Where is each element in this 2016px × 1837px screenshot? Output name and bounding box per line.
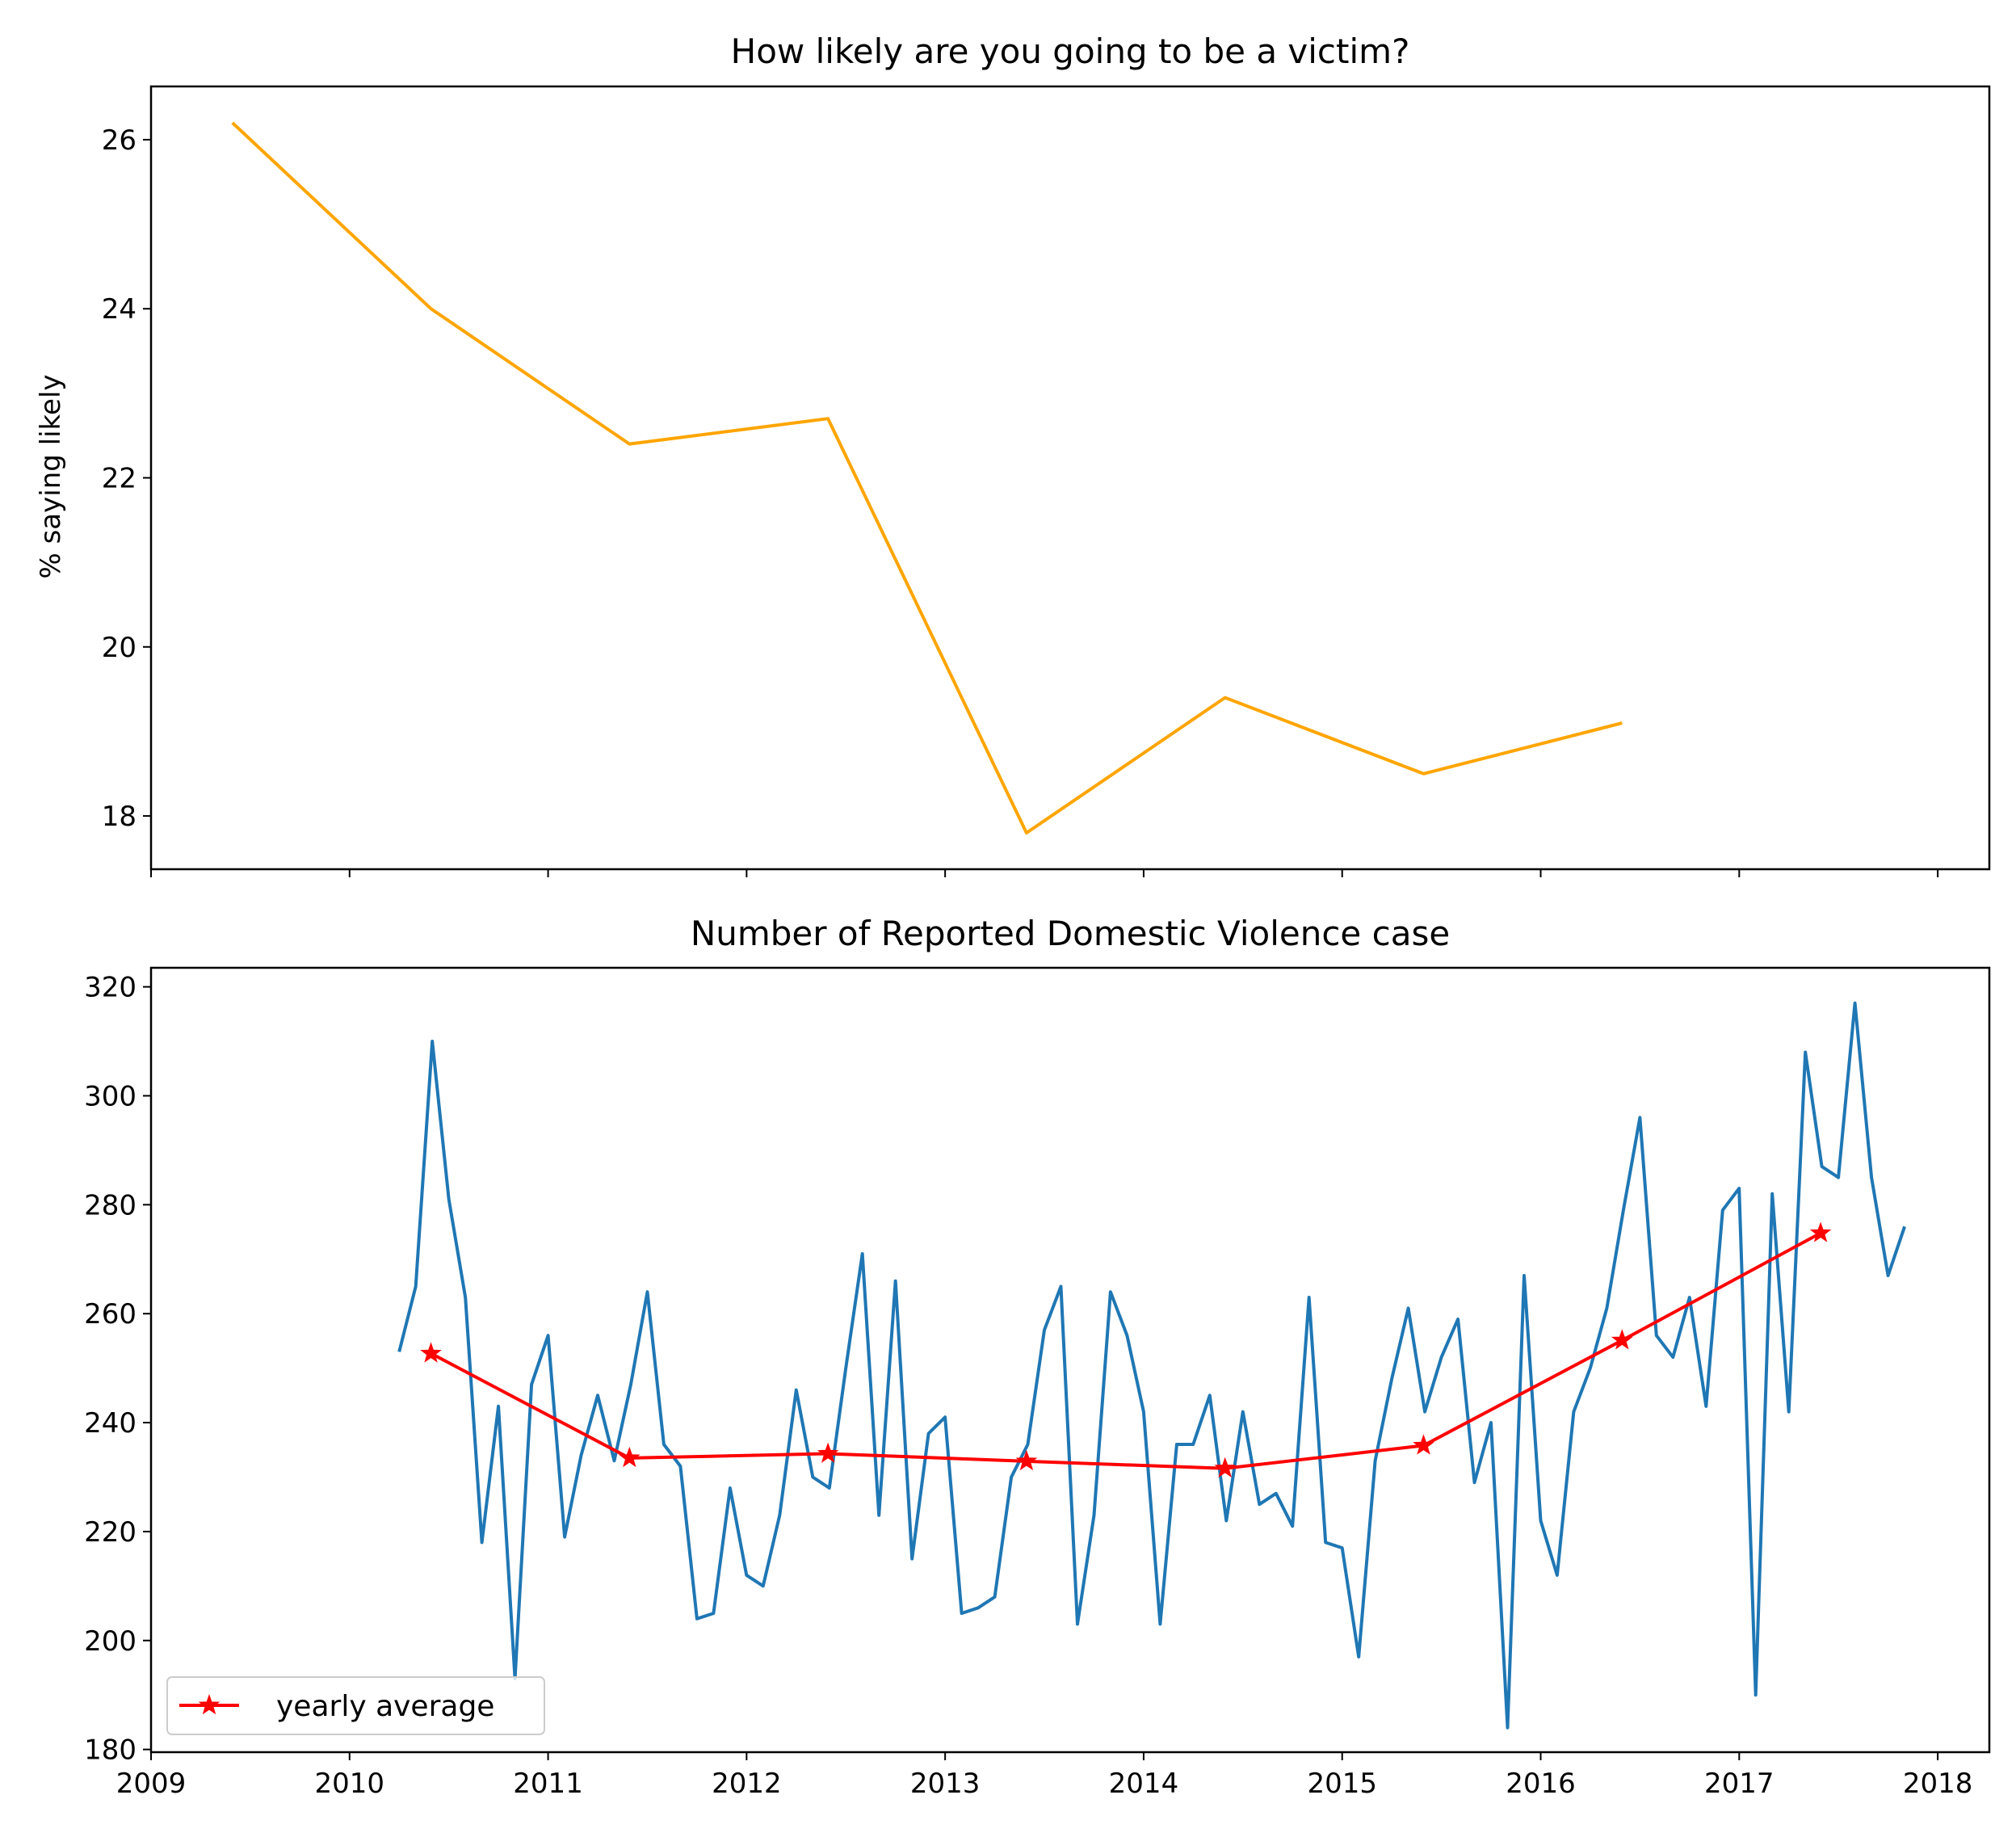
bottom-x-tick-label: 2010 (315, 1768, 385, 1800)
top-series-line-0 (231, 121, 1623, 834)
top-chart-title: How likely are you going to be a victim? (731, 32, 1410, 71)
top-chart: How likely are you going to be a victim?… (35, 32, 1991, 877)
bottom-y-tick-label: 300 (84, 1080, 136, 1112)
bottom-x-tick-label: 2015 (1307, 1768, 1377, 1800)
bottom-series-group (397, 1001, 1906, 1730)
top-y-tick-label: 24 (102, 293, 136, 326)
top-series-group (231, 121, 1623, 834)
legend: yearly average (166, 1676, 545, 1735)
bottom-chart: Number of Reported Domestic Violence cas… (84, 914, 1991, 1800)
top-x-axis-ticks (150, 869, 1939, 877)
top-chart-ylabel: % saying likely (35, 374, 67, 578)
bottom-y-axis-ticks: 180 200 220 240 260 280 300 320 (84, 972, 151, 1767)
bottom-y-tick-label: 260 (84, 1298, 136, 1330)
top-plot-frame (149, 85, 1991, 871)
bottom-y-tick-label: 220 (84, 1516, 136, 1549)
top-y-axis-ticks: 18 20 22 24 26 (102, 124, 151, 833)
bottom-series-point-star (817, 1442, 839, 1463)
bottom-series-point-star (420, 1342, 442, 1363)
bottom-y-tick-label: 200 (84, 1625, 136, 1658)
bottom-x-tick-label: 2014 (1109, 1768, 1179, 1800)
legend-label-yearly-average: yearly average (276, 1690, 494, 1723)
bottom-y-tick-label: 180 (84, 1734, 136, 1767)
legend-star-marker (198, 1693, 220, 1715)
legend-box (166, 1676, 545, 1735)
bottom-y-tick-label: 240 (84, 1407, 136, 1440)
bottom-series-point-star (1413, 1434, 1434, 1455)
bottom-series-line-0 (397, 1001, 1906, 1730)
bottom-x-axis-ticks: 2009 2010 2011 2012 2013 2014 2015 2016 2017 2018 (116, 1752, 1973, 1800)
top-y-tick-label: 26 (102, 124, 136, 157)
bottom-y-tick-label: 320 (84, 972, 136, 1004)
bottom-x-tick-label: 2011 (513, 1768, 583, 1800)
bottom-x-tick-label: 2018 (1903, 1768, 1973, 1800)
top-y-tick-label: 22 (102, 463, 136, 495)
top-y-tick-label: 18 (102, 801, 136, 833)
bottom-series-point-star (1015, 1449, 1038, 1471)
bottom-series-point-star (619, 1446, 640, 1468)
bottom-chart-title: Number of Reported Domestic Violence cas… (691, 914, 1450, 953)
bottom-x-tick-label: 2017 (1704, 1768, 1774, 1800)
bottom-series-point-star (1214, 1457, 1236, 1478)
bottom-x-tick-label: 2012 (712, 1768, 782, 1800)
bottom-x-tick-label: 2013 (910, 1768, 981, 1800)
bottom-series-point-star (1611, 1329, 1633, 1350)
top-y-tick-label: 20 (102, 632, 136, 664)
bottom-x-tick-label: 2016 (1506, 1768, 1576, 1800)
bottom-x-tick-label: 2009 (116, 1768, 187, 1800)
bottom-series-line-yearly-average (430, 1231, 1822, 1470)
bottom-plot-frame (149, 966, 1991, 1754)
bottom-y-tick-label: 280 (84, 1189, 136, 1221)
bottom-series-point-star (1809, 1221, 1832, 1242)
